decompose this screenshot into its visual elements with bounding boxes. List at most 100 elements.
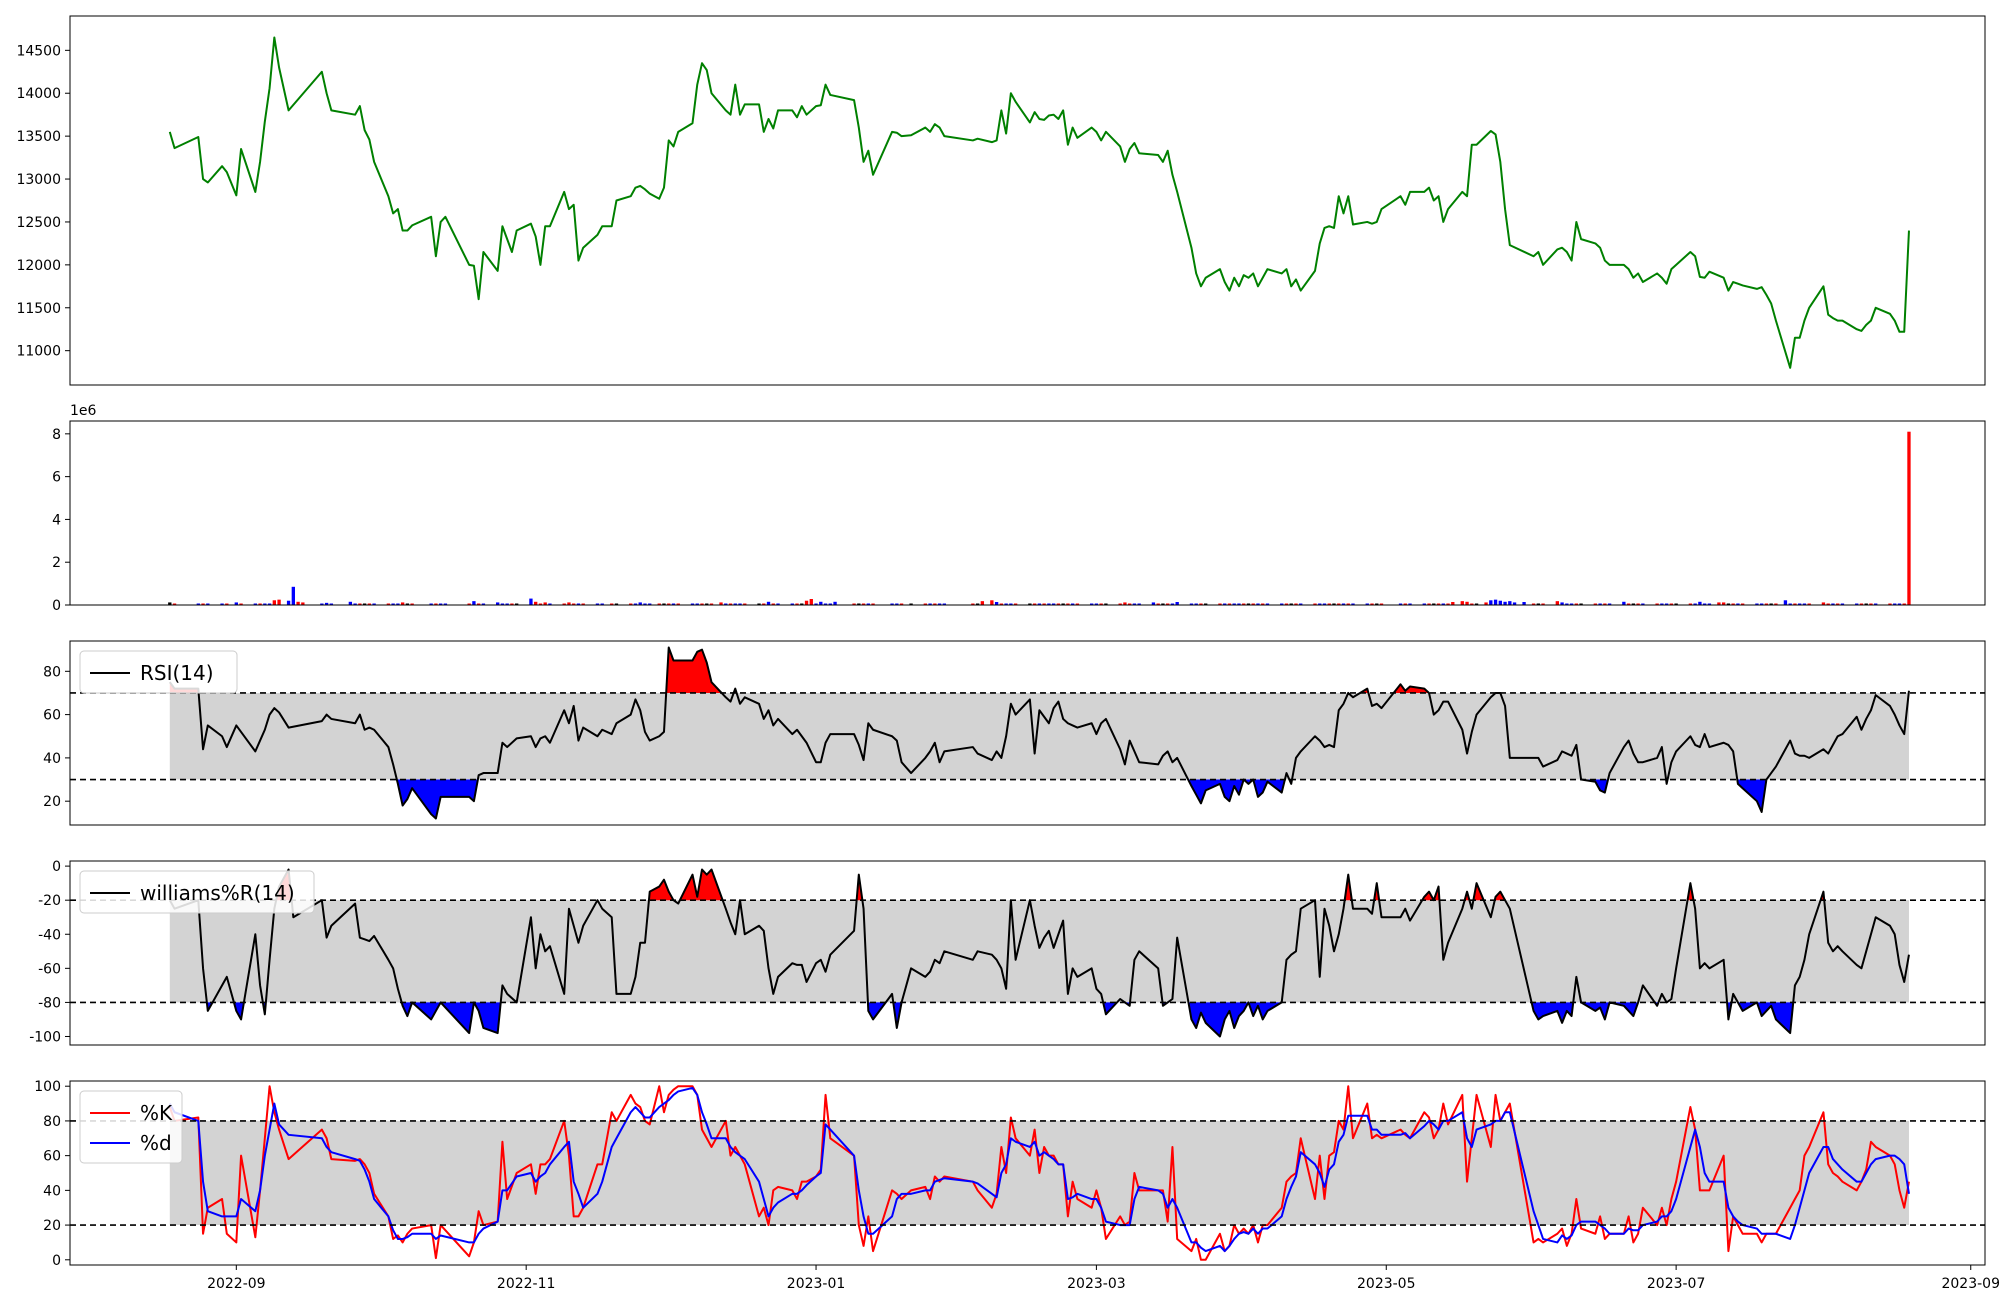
williams-r-oversold-fill (401, 1002, 413, 1017)
volume-bar (923, 603, 927, 605)
volume-bar (1869, 603, 1873, 605)
volume-bar (567, 602, 571, 605)
volume-bar (629, 603, 633, 605)
volume-bar (1313, 603, 1317, 605)
rsi-legend-label: RSI(14) (140, 661, 214, 685)
price-panel: 11000 11500 12000 12500 13000 13500 14000 14500 (16, 15, 1986, 386)
volume-bar (1013, 603, 1018, 605)
volume-bar (705, 603, 709, 605)
rsi-oversold-fill (396, 779, 478, 819)
volume-bar (648, 603, 652, 605)
volume-bar (766, 601, 771, 605)
volume-bar (481, 603, 486, 605)
volume-bar (662, 603, 666, 605)
price-ytick-label: 14000 (16, 86, 61, 102)
volume-bar (1783, 600, 1788, 605)
volume-bar (1531, 603, 1536, 605)
volume-bar (1094, 603, 1099, 605)
volume-bar (1237, 603, 1241, 605)
volume-bar (1598, 603, 1602, 605)
volume-bar (1641, 603, 1645, 605)
volume-bar (1299, 603, 1303, 605)
volume-bar (1836, 603, 1840, 605)
volume-bar (1755, 603, 1759, 605)
volume-bar (1128, 603, 1132, 605)
volume-bar (1327, 603, 1331, 605)
volume-bar (1541, 603, 1545, 605)
price-frame (69, 15, 1986, 386)
volume-bar (1565, 603, 1569, 605)
rsi-ytick-label: 60 (43, 708, 61, 724)
stochastic-legend (79, 1090, 183, 1164)
volume-bar (1332, 603, 1336, 605)
volume-bar (823, 603, 828, 605)
volume-bar (1674, 603, 1678, 605)
volume-frame (69, 420, 1986, 606)
volume-bar (942, 603, 947, 605)
volume-bar (980, 601, 985, 605)
volume-bar (1707, 603, 1712, 605)
volume-bar (258, 603, 262, 605)
volume-bar (1607, 603, 1612, 605)
volume-bar (548, 603, 552, 605)
volume-bar (828, 603, 832, 605)
volume-bar (1636, 603, 1640, 605)
volume-bar (1422, 603, 1426, 605)
volume-bar (405, 603, 410, 605)
williams-r-ytick-label: -100 (29, 1029, 61, 1045)
volume-bar (1555, 601, 1559, 605)
x-tick-label: 2023-09 (1941, 1276, 2000, 1292)
volume-bar (362, 603, 367, 605)
volume-bar (1199, 603, 1203, 605)
volume-bar (676, 603, 680, 605)
volume-bar (1175, 602, 1179, 605)
volume-bar (1218, 603, 1222, 605)
volume-bar (1769, 603, 1773, 605)
volume-bar (1560, 602, 1564, 605)
williams-r-ytick-label: 0 (52, 859, 61, 875)
volume-bar (633, 603, 638, 605)
volume-bar (890, 603, 894, 605)
rsi-oversold-fill (1581, 779, 1609, 793)
volume-bar (1574, 603, 1579, 605)
volume-bar (391, 603, 395, 605)
volume-bar (1702, 603, 1707, 605)
stochastic-legend-label: %K (140, 1101, 173, 1125)
rsi-line (168, 646, 1910, 820)
volume-bar (994, 602, 999, 605)
volume-bar (1446, 603, 1450, 605)
volume-bar (614, 603, 619, 605)
volume-bar (1717, 602, 1721, 605)
volume-bar (1166, 603, 1170, 605)
williams-r-oversold-fill (867, 1002, 886, 1020)
rsi-legend (79, 650, 238, 694)
volume-bar (1821, 602, 1826, 605)
volume-bar (1028, 603, 1032, 605)
volume-bar (367, 603, 372, 605)
volume-bar (1151, 602, 1156, 605)
volume-bar (172, 603, 177, 605)
volume-bar (400, 602, 405, 605)
volume-bar (529, 598, 533, 605)
volume-bar (263, 603, 267, 605)
volume-bar (928, 603, 932, 605)
volume-bar (253, 603, 257, 605)
volume-bar (1408, 603, 1412, 605)
volume-bar (1579, 603, 1583, 605)
volume-bar (234, 602, 238, 605)
volume-bar (638, 602, 642, 605)
williams-r-oversold-fill (412, 1002, 441, 1020)
williams-r-ytick-label: -40 (38, 927, 61, 943)
volume-bar (1826, 603, 1830, 605)
volume-bar (999, 603, 1004, 605)
volume-panel: 0 2 4 6 8 1e6 (52, 403, 1986, 614)
williams-r-oversold-fill (473, 1002, 501, 1034)
volume-bar (1655, 603, 1659, 605)
williams-r-ytick-label: -60 (38, 961, 61, 977)
volume-bar (1802, 603, 1807, 605)
volume-bar (301, 602, 305, 605)
volume-bar (1318, 603, 1322, 605)
volume-bar (724, 603, 728, 605)
volume-bar (1189, 603, 1194, 605)
